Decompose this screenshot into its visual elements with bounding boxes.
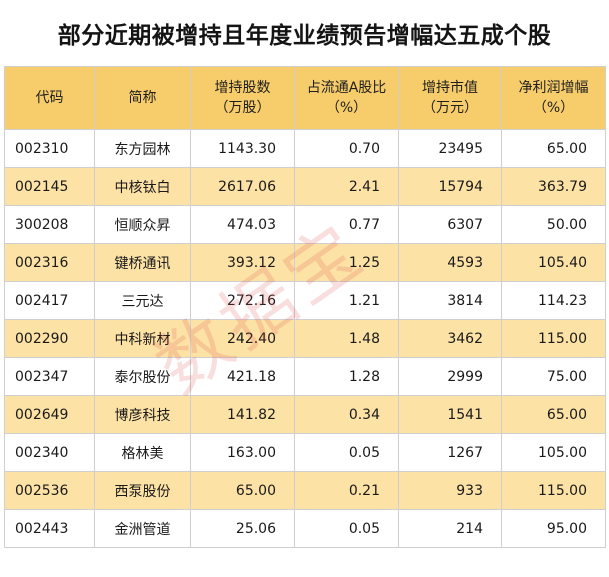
cell-shares: 25.06 bbox=[190, 509, 295, 548]
cell-market-value: 1541 bbox=[398, 395, 502, 434]
cell-code: 002417 bbox=[4, 281, 95, 320]
cell-profit-growth: 75.00 bbox=[501, 357, 606, 396]
header-shares: 增持股数 （万股） bbox=[190, 66, 295, 130]
cell-float-ratio: 0.77 bbox=[294, 205, 399, 244]
cell-code: 002316 bbox=[4, 243, 95, 282]
cell-shares: 1143.30 bbox=[190, 129, 295, 168]
cell-float-ratio: 0.05 bbox=[294, 509, 399, 548]
cell-market-value: 4593 bbox=[398, 243, 502, 282]
cell-market-value: 6307 bbox=[398, 205, 502, 244]
cell-float-ratio: 0.05 bbox=[294, 433, 399, 472]
cell-name: 西泵股份 bbox=[94, 471, 191, 510]
table-row: 002417 三元达 272.16 1.21 3814 114.23 bbox=[4, 281, 606, 320]
cell-name: 博彦科技 bbox=[94, 395, 191, 434]
cell-float-ratio: 0.21 bbox=[294, 471, 399, 510]
cell-shares: 2617.06 bbox=[190, 167, 295, 206]
cell-shares: 141.82 bbox=[190, 395, 295, 434]
cell-name: 金洲管道 bbox=[94, 509, 191, 548]
cell-name: 恒顺众昇 bbox=[94, 205, 191, 244]
cell-market-value: 3462 bbox=[398, 319, 502, 358]
cell-shares: 163.00 bbox=[190, 433, 295, 472]
cell-market-value: 23495 bbox=[398, 129, 502, 168]
cell-float-ratio: 1.21 bbox=[294, 281, 399, 320]
cell-market-value: 933 bbox=[398, 471, 502, 510]
cell-profit-growth: 115.00 bbox=[501, 471, 606, 510]
cell-profit-growth: 114.23 bbox=[501, 281, 606, 320]
cell-market-value: 1267 bbox=[398, 433, 502, 472]
cell-float-ratio: 1.25 bbox=[294, 243, 399, 282]
table-row: 300208 恒顺众昇 474.03 0.77 6307 50.00 bbox=[4, 205, 606, 244]
cell-shares: 421.18 bbox=[190, 357, 295, 396]
table-row: 002536 西泵股份 65.00 0.21 933 115.00 bbox=[4, 471, 606, 510]
cell-name: 中核钛白 bbox=[94, 167, 191, 206]
cell-code: 002347 bbox=[4, 357, 95, 396]
cell-name: 中科新材 bbox=[94, 319, 191, 358]
cell-profit-growth: 95.00 bbox=[501, 509, 606, 548]
cell-code: 002310 bbox=[4, 129, 95, 168]
cell-float-ratio: 1.28 bbox=[294, 357, 399, 396]
cell-code: 002145 bbox=[4, 167, 95, 206]
cell-shares: 242.40 bbox=[190, 319, 295, 358]
table-title: 部分近期被增持且年度业绩预告增幅达五成个股 bbox=[57, 23, 552, 49]
cell-shares: 272.16 bbox=[190, 281, 295, 320]
cell-code: 002340 bbox=[4, 433, 95, 472]
cell-profit-growth: 50.00 bbox=[501, 205, 606, 244]
cell-shares: 474.03 bbox=[190, 205, 295, 244]
header-profit-growth: 净利润增幅 （%） bbox=[501, 66, 606, 130]
table-row: 002310 东方园林 1143.30 0.70 23495 65.00 bbox=[4, 129, 606, 168]
table-row: 002145 中核钛白 2617.06 2.41 15794 363.79 bbox=[4, 167, 606, 206]
cell-profit-growth: 115.00 bbox=[501, 319, 606, 358]
cell-market-value: 3814 bbox=[398, 281, 502, 320]
table-row: 002316 键桥通讯 393.12 1.25 4593 105.40 bbox=[4, 243, 606, 282]
header-name: 简称 bbox=[94, 66, 191, 130]
table-row: 002290 中科新材 242.40 1.48 3462 115.00 bbox=[4, 319, 606, 358]
header-market-value: 增持市值 （万元） bbox=[398, 66, 502, 130]
cell-profit-growth: 65.00 bbox=[501, 395, 606, 434]
cell-name: 东方园林 bbox=[94, 129, 191, 168]
cell-profit-growth: 363.79 bbox=[501, 167, 606, 206]
cell-float-ratio: 0.70 bbox=[294, 129, 399, 168]
cell-code: 002536 bbox=[4, 471, 95, 510]
cell-profit-growth: 105.40 bbox=[501, 243, 606, 282]
cell-name: 泰尔股份 bbox=[94, 357, 191, 396]
header-code: 代码 bbox=[4, 66, 95, 130]
cell-name: 键桥通讯 bbox=[94, 243, 191, 282]
header-row: 代码 简称 增持股数 （万股） 占流通A股比 （%） 增持市值 （万元） 净利润增幅（… bbox=[4, 66, 606, 130]
cell-name: 格林美 bbox=[94, 433, 191, 472]
cell-float-ratio: 2.41 bbox=[294, 167, 399, 206]
cell-market-value: 15794 bbox=[398, 167, 502, 206]
cell-profit-growth: 65.00 bbox=[501, 129, 606, 168]
cell-market-value: 2999 bbox=[398, 357, 502, 396]
stock-table: 代码 简称 增持股数 （万股） 占流通A股比 （%） 增持市值 （万元） 净利润增幅（… bbox=[4, 66, 606, 548]
table-row: 002443 金洲管道 25.06 0.05 214 95.00 bbox=[4, 509, 606, 548]
table-row: 002649 博彦科技 141.82 0.34 1541 65.00 bbox=[4, 395, 606, 434]
cell-float-ratio: 1.48 bbox=[294, 319, 399, 358]
cell-shares: 65.00 bbox=[190, 471, 295, 510]
cell-name: 三元达 bbox=[94, 281, 191, 320]
cell-code: 002290 bbox=[4, 319, 95, 358]
cell-code: 300208 bbox=[4, 205, 95, 244]
cell-code: 002649 bbox=[4, 395, 95, 434]
cell-market-value: 214 bbox=[398, 509, 502, 548]
header-float-ratio: 占流通A股比 （%） bbox=[294, 66, 399, 130]
table-row: 002347 泰尔股份 421.18 1.28 2999 75.00 bbox=[4, 357, 606, 396]
cell-code: 002443 bbox=[4, 509, 95, 548]
cell-shares: 393.12 bbox=[190, 243, 295, 282]
cell-profit-growth: 105.00 bbox=[501, 433, 606, 472]
table-row: 002340 格林美 163.00 0.05 1267 105.00 bbox=[4, 433, 606, 472]
cell-float-ratio: 0.34 bbox=[294, 395, 399, 434]
